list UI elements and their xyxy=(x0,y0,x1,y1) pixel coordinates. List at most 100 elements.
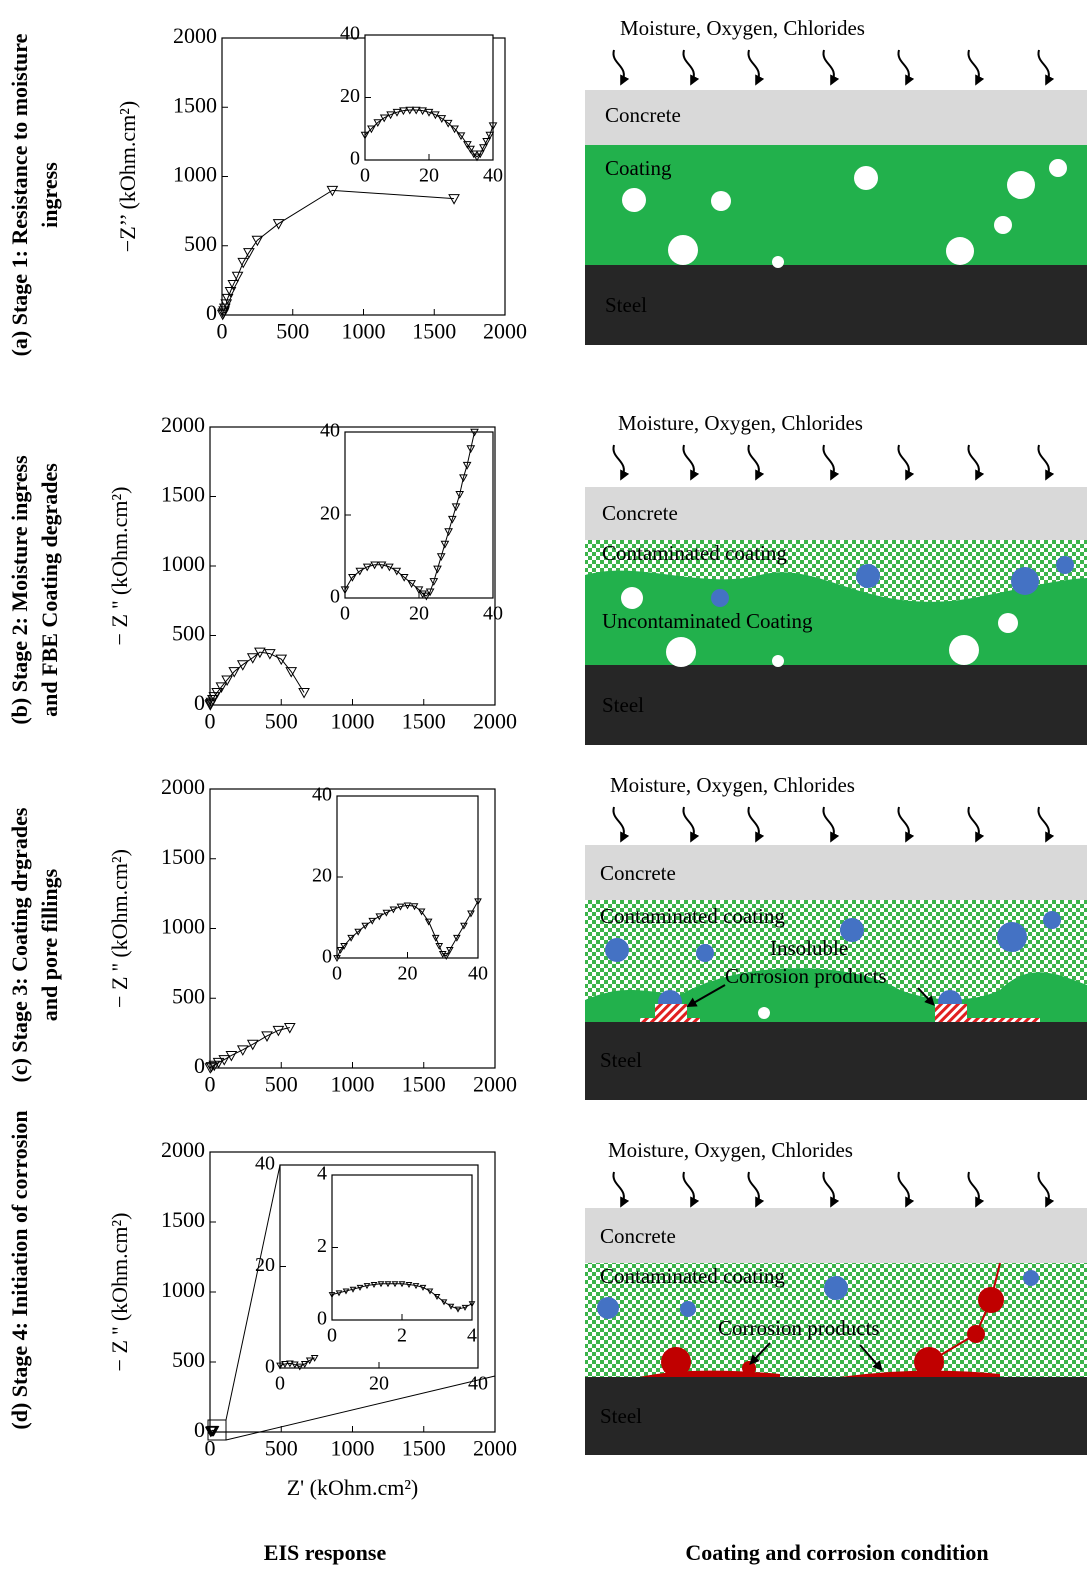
y-tick-label: 40 xyxy=(320,420,340,442)
schematic-label: Concrete xyxy=(600,861,676,885)
pore xyxy=(622,188,646,212)
ingress-arrow xyxy=(968,50,978,82)
x-tick-label: 1000 xyxy=(331,1436,375,1461)
schematic-label: Moisture, Oxygen, Chlorides xyxy=(620,16,865,40)
ingress-arrow xyxy=(823,50,833,82)
y-tick-label: 20 xyxy=(320,503,340,525)
x-tick-label: 20 xyxy=(369,1373,389,1395)
y-axis-label: − Z '' (kOhm.cm²) xyxy=(107,487,132,646)
page: 05001000150020000500100015002000−Z’’ (kO… xyxy=(0,0,1092,1571)
y-tick-label: 20 xyxy=(340,85,360,107)
corrosion-product xyxy=(640,1018,700,1022)
ingress-arrow xyxy=(898,1172,908,1204)
x-tick-label: 40 xyxy=(468,963,488,985)
ingress-arrow xyxy=(683,445,693,477)
x-tick-label: 0 xyxy=(205,709,216,734)
y-tick-label: 0 xyxy=(194,1417,205,1442)
schematic-label: Concrete xyxy=(605,103,681,127)
schematic-label: Moisture, Oxygen, Chlorides xyxy=(608,1138,853,1162)
pore xyxy=(711,191,731,211)
y-tick-label: 1500 xyxy=(161,844,205,869)
x-tick-label: 1000 xyxy=(331,1072,375,1097)
corrosion-product xyxy=(960,1018,1040,1022)
ingress-arrow xyxy=(823,807,833,839)
y-tick-label: 1000 xyxy=(161,914,205,939)
x-tick-label: 500 xyxy=(265,1436,298,1461)
ingress-arrow xyxy=(823,445,833,477)
y-tick-label: 500 xyxy=(172,621,205,646)
stage-label: (a) Stage 1: Resistance to moisture xyxy=(7,33,32,356)
y-tick-label: 1500 xyxy=(173,92,217,117)
pore xyxy=(994,216,1012,234)
x-tick-label: 500 xyxy=(265,709,298,734)
ingress-arrow xyxy=(613,50,623,82)
stage-label: and FBE Coating degrades xyxy=(37,463,62,717)
y-tick-label: 2000 xyxy=(161,774,205,799)
ingress-arrow xyxy=(683,50,693,82)
pore xyxy=(666,637,696,667)
filled-pore xyxy=(605,938,629,962)
y-tick-label: 1000 xyxy=(161,551,205,576)
schematic-label: Insoluble xyxy=(770,936,848,960)
y-tick-label: 2000 xyxy=(173,23,217,48)
stage-label: and pore fillings xyxy=(37,868,62,1021)
column-label: EIS response xyxy=(264,1540,387,1565)
pore xyxy=(1007,171,1035,199)
pore xyxy=(758,1007,770,1019)
schematic-label: Concrete xyxy=(602,501,678,525)
pore xyxy=(1049,159,1067,177)
ingress-arrow xyxy=(748,445,758,477)
stage-label: (d) Stage 4: Initiation of corrosion xyxy=(7,1110,32,1429)
x-tick-label: 0 xyxy=(275,1373,285,1395)
ingress-arrow xyxy=(1038,50,1048,82)
stage-label: ingress xyxy=(37,162,62,228)
pore xyxy=(946,237,974,265)
ingress-arrow xyxy=(968,1172,978,1204)
y-axis-label: − Z '' (kOhm.cm²) xyxy=(107,849,132,1008)
y-tick-label: 0 xyxy=(317,1308,327,1330)
schematic-label: Concrete xyxy=(600,1224,676,1248)
x-tick-label: 40 xyxy=(483,603,503,625)
x-tick-label: 0 xyxy=(205,1436,216,1461)
pore xyxy=(949,635,979,665)
x-tick-label: 500 xyxy=(265,1072,298,1097)
x-tick-label: 2000 xyxy=(473,1072,517,1097)
ingress-arrow xyxy=(1038,807,1048,839)
ingress-arrow xyxy=(968,807,978,839)
corrosion-product xyxy=(978,1287,1004,1313)
y-tick-label: 20 xyxy=(255,1254,275,1276)
corrosion-product xyxy=(661,1347,691,1377)
pore xyxy=(772,655,784,667)
schematics: Moisture, Oxygen, Chlorides Concrete Coati… xyxy=(585,16,1087,1455)
schematic-label: Coating xyxy=(605,156,672,180)
column-label: Coating and corrosion condition xyxy=(685,1540,988,1565)
ingress-arrow xyxy=(968,445,978,477)
steel-layer xyxy=(585,665,1087,745)
y-tick-label: 0 xyxy=(322,946,332,968)
stage-label: (c) Stage 3: Coating drgrades xyxy=(7,807,32,1082)
steel-layer xyxy=(585,1022,1087,1100)
schematic-label: Steel xyxy=(602,693,644,717)
figure: 05001000150020000500100015002000−Z’’ (kO… xyxy=(0,0,1092,1571)
x-tick-label: 0 xyxy=(360,165,370,187)
y-tick-label: 40 xyxy=(255,1153,275,1175)
y-tick-label: 0 xyxy=(265,1356,275,1378)
x-tick-label: 1500 xyxy=(412,319,456,344)
x-tick-label: 0 xyxy=(340,603,350,625)
y-tick-label: 40 xyxy=(312,784,332,806)
filled-pore xyxy=(1056,556,1074,574)
y-tick-label: 20 xyxy=(312,865,332,887)
corrosion-product xyxy=(914,1347,944,1377)
x-tick-label: 40 xyxy=(483,165,503,187)
x-tick-label: 1500 xyxy=(402,1072,446,1097)
plot-frame xyxy=(332,1175,472,1320)
x-tick-label: 20 xyxy=(409,603,429,625)
x-tick-label: 0 xyxy=(217,319,228,344)
y-tick-label: 0 xyxy=(206,300,217,325)
steel-layer xyxy=(585,1377,1087,1455)
x-tick-label: 0 xyxy=(205,1072,216,1097)
filled-pore xyxy=(680,1301,696,1317)
ingress-arrow xyxy=(1038,445,1048,477)
ingress-arrow xyxy=(613,807,623,839)
y-tick-label: 1500 xyxy=(161,482,205,507)
